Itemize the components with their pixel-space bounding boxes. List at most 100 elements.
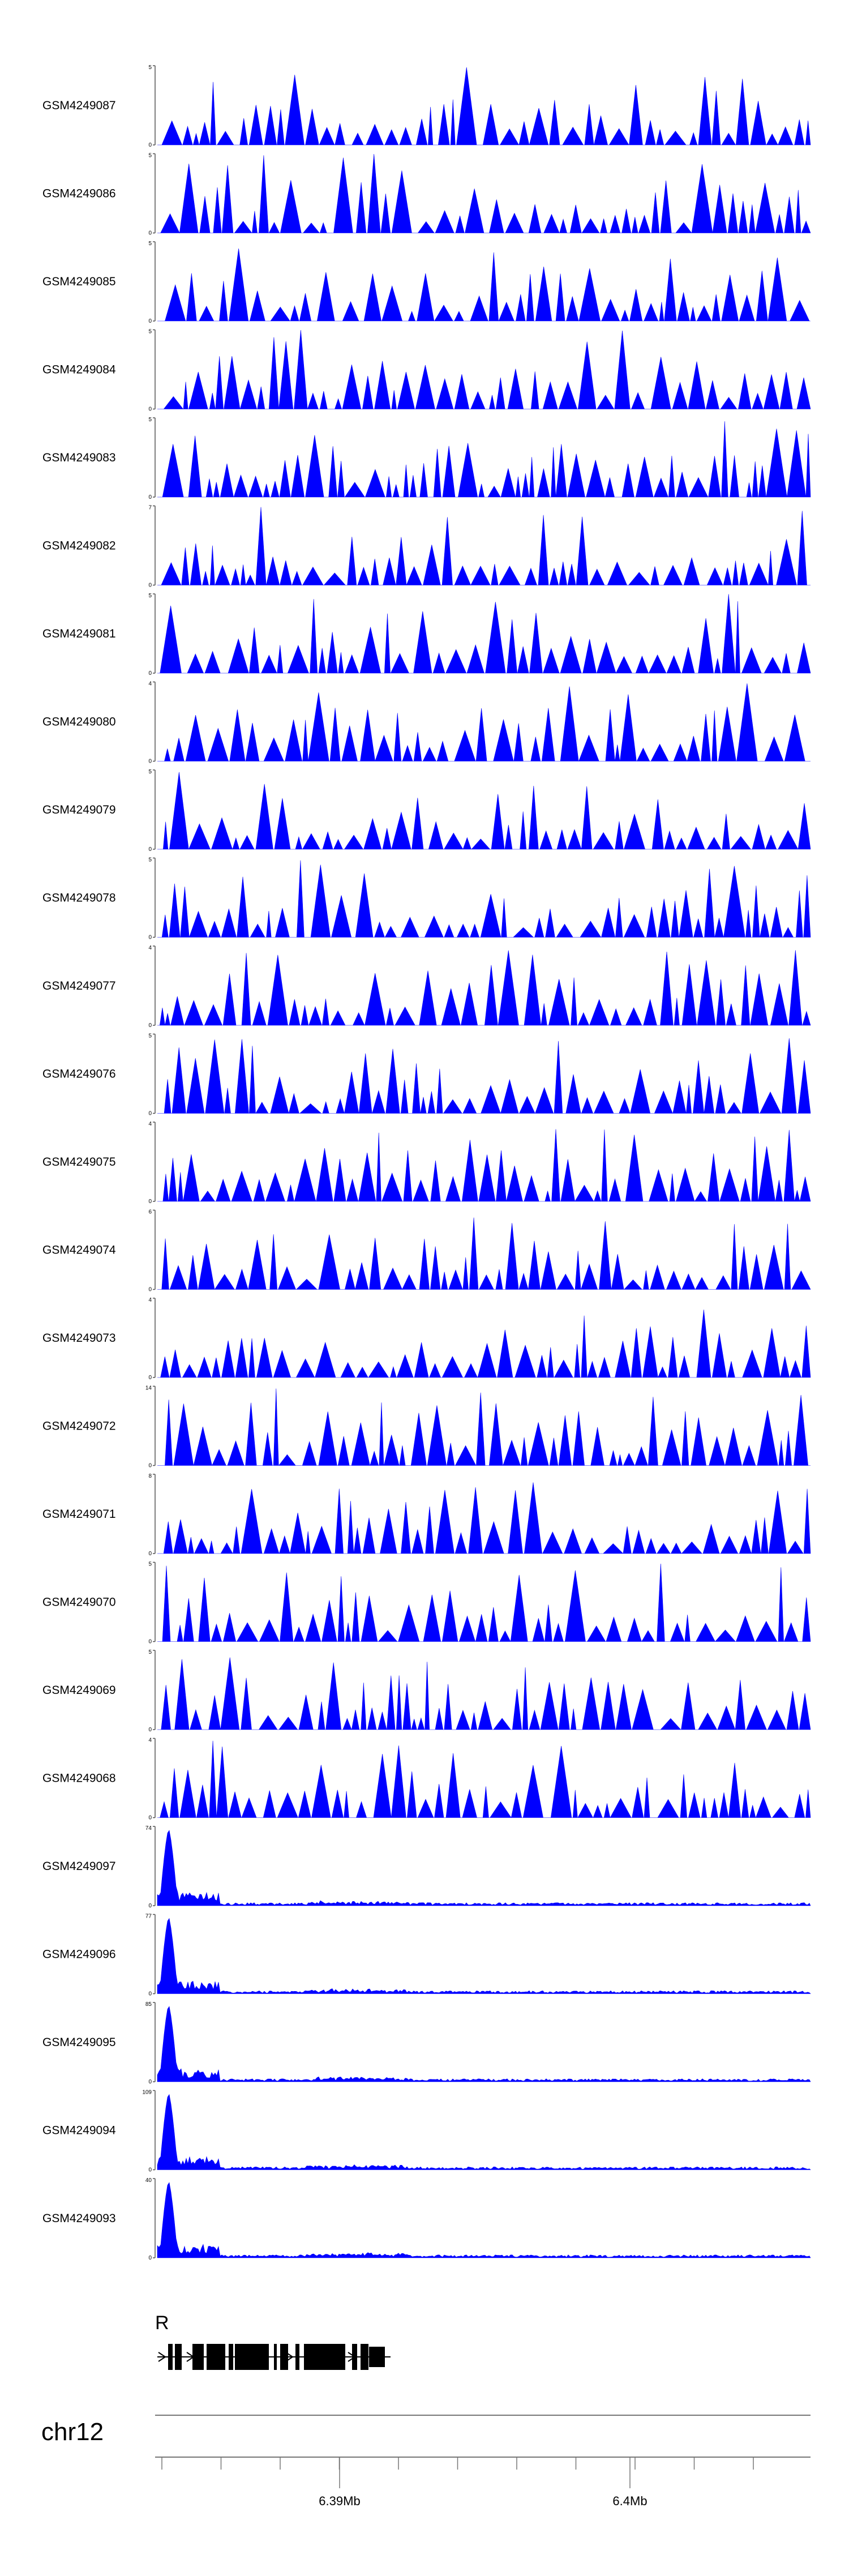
exon <box>361 2344 368 2370</box>
track-GSM4249073: 4 0 GSM4249073 <box>42 1297 811 1381</box>
track-ymin-label: 0 <box>148 583 152 589</box>
tick-label: 6.39Mb <box>319 2494 360 2508</box>
exon <box>207 2344 225 2370</box>
track-ymin-label: 0 <box>148 2079 152 2085</box>
signal-area <box>157 1217 811 1290</box>
track-GSM4249069: 5 0 GSM4249069 <box>42 1649 811 1733</box>
track-GSM4249096: 77 0 GSM4249096 <box>42 1914 811 1997</box>
track-name-label: GSM4249086 <box>42 187 116 200</box>
exon <box>352 2344 357 2370</box>
track-GSM4249084: 5 0 GSM4249084 <box>42 329 811 413</box>
track-ymax-label: 5 <box>148 241 152 247</box>
track-ymin-label: 0 <box>148 1022 152 1029</box>
chromosome-label: chr12 <box>41 2418 104 2446</box>
genome-axis: chr12 6.39Mb 6.4Mb <box>41 2415 811 2508</box>
track-GSM4249079: 5 0 GSM4249079 <box>42 769 811 853</box>
signal-area <box>157 1038 811 1114</box>
track-ymax-label: 4 <box>148 1121 152 1127</box>
signal-area <box>157 2094 811 2170</box>
track-GSM4249077: 4 0 GSM4249077 <box>42 945 811 1029</box>
track-ymin-label: 0 <box>148 2167 152 2173</box>
track-name-label: GSM4249085 <box>42 275 116 288</box>
gene-model <box>157 2344 391 2370</box>
track-GSM4249070: 5 0 GSM4249070 <box>42 1561 811 1645</box>
track-name-label: GSM4249093 <box>42 2212 116 2225</box>
track-ymin-label: 0 <box>148 2255 152 2261</box>
track-name-label: GSM4249069 <box>42 1684 116 1697</box>
track-GSM4249068: 4 0 GSM4249068 <box>42 1738 811 1821</box>
track-GSM4249083: 5 0 GSM4249083 <box>42 417 811 500</box>
track-ymin-label: 0 <box>148 1375 152 1381</box>
track-name-label: GSM4249079 <box>42 803 116 816</box>
track-name-label: GSM4249094 <box>42 2124 116 2137</box>
signal-area <box>157 1388 811 1466</box>
track-GSM4249071: 8 0 GSM4249071 <box>42 1473 811 1557</box>
track-ymin-label: 0 <box>148 494 152 500</box>
track-ymax-label: 5 <box>148 769 152 775</box>
signal-tracks: 5 0 GSM4249087 5 0 GSM4249086 5 0 GSM4249085 5 0 GS… <box>42 65 811 2261</box>
exon <box>304 2344 345 2370</box>
track-name-label: GSM4249083 <box>42 451 116 464</box>
exon <box>229 2344 233 2370</box>
track-ymin-label: 0 <box>148 846 152 853</box>
signal-area <box>157 2182 811 2258</box>
track-name-label: GSM4249077 <box>42 979 116 992</box>
gene-label: R <box>155 2312 169 2334</box>
track-ymax-label: 5 <box>148 1033 152 1039</box>
track-ymax-label: 5 <box>148 417 152 423</box>
track-ymin-label: 0 <box>148 1991 152 1997</box>
signal-area <box>157 1310 811 1378</box>
track-ymax-label: 5 <box>148 329 152 335</box>
track-ymin-label: 0 <box>148 1199 152 1205</box>
track-ymax-label: 109 <box>142 2090 152 2096</box>
track-GSM4249087: 5 0 GSM4249087 <box>42 65 811 148</box>
gene-track: R <box>155 2312 391 2370</box>
track-GSM4249075: 4 0 GSM4249075 <box>42 1121 811 1205</box>
track-ymax-label: 14 <box>145 1385 152 1392</box>
track-ymax-label: 7 <box>148 505 152 511</box>
track-ymin-label: 0 <box>148 670 152 677</box>
track-ymax-label: 4 <box>148 945 152 951</box>
track-name-label: GSM4249096 <box>42 1948 116 1961</box>
signal-area <box>157 860 811 938</box>
track-GSM4249078: 5 0 GSM4249078 <box>42 857 811 941</box>
track-ymin-label: 0 <box>148 230 152 237</box>
signal-area <box>157 67 811 146</box>
track-ymin-label: 0 <box>148 1815 152 1821</box>
exon <box>274 2344 277 2370</box>
track-ymax-label: 40 <box>145 2177 152 2184</box>
track-ymax-label: 4 <box>148 1738 152 1744</box>
signal-area <box>157 153 811 234</box>
track-GSM4249074: 6 0 GSM4249074 <box>42 1209 811 1293</box>
signal-area <box>157 421 811 498</box>
track-ymax-label: 5 <box>148 1649 152 1655</box>
signal-area <box>157 1482 811 1554</box>
track-GSM4249082: 7 0 GSM4249082 <box>42 505 811 589</box>
track-name-label: GSM4249075 <box>42 1156 116 1169</box>
track-ymax-label: 4 <box>148 1297 152 1303</box>
track-ymax-label: 4 <box>148 681 152 687</box>
track-ymax-label: 8 <box>148 1473 152 1479</box>
track-ymin-label: 0 <box>148 406 152 413</box>
signal-area <box>157 2006 811 2082</box>
signal-area <box>157 1830 811 1906</box>
tick-label: 6.4Mb <box>612 2494 647 2508</box>
signal-area <box>157 950 811 1026</box>
track-ymax-label: 74 <box>145 1825 152 1832</box>
track-name-label: GSM4249082 <box>42 540 116 553</box>
track-ymin-label: 0 <box>148 1463 152 1469</box>
signal-area <box>157 772 811 850</box>
signal-area <box>157 249 811 322</box>
track-ymax-label: 77 <box>145 1914 152 1920</box>
track-ymin-label: 0 <box>148 318 152 324</box>
signal-area <box>157 1657 811 1730</box>
axis-ticks <box>161 2457 754 2488</box>
track-ymax-label: 5 <box>148 153 152 159</box>
track-GSM4249072: 14 0 GSM4249072 <box>42 1385 811 1469</box>
track-ymin-label: 0 <box>148 935 152 941</box>
signal-area <box>157 683 811 761</box>
exon <box>235 2344 269 2370</box>
signal-area <box>157 594 811 674</box>
track-ymax-label: 6 <box>148 1209 152 1216</box>
track-ymin-label: 0 <box>148 1639 152 1645</box>
